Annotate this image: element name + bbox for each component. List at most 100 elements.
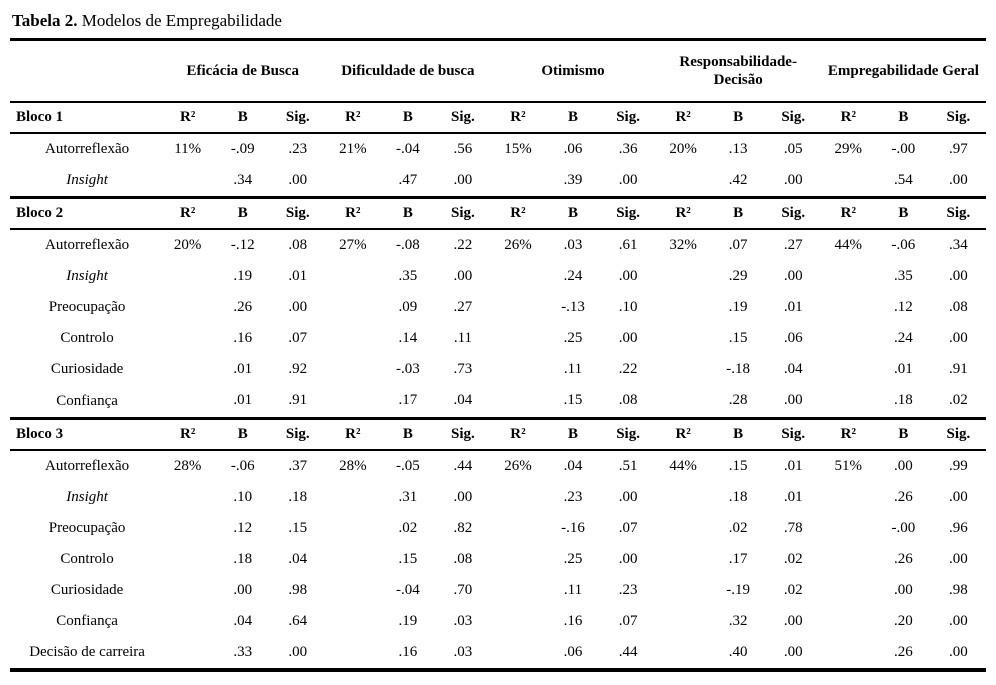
value-cell: -.00: [891, 519, 916, 536]
value-cell: .00: [783, 268, 803, 285]
table-row: Autorreflexão 11% -.09 .23 21% -.04 .56 15% .06.…: [10, 133, 986, 165]
value-cell: -.03: [395, 361, 420, 378]
value-cell: -.04: [395, 141, 420, 158]
section-header-row: Bloco 1 R² B Sig. R² B Sig. R² B Sig. R² B Sig. R² B Si…: [10, 102, 986, 134]
subheader-cell: B: [545, 102, 601, 134]
value-cell: .02: [398, 519, 418, 536]
value-cell: .12: [893, 299, 913, 316]
value-cell: .26: [233, 299, 253, 316]
value-cell: .00: [618, 268, 638, 285]
subheader-cell: Sig.: [600, 418, 656, 451]
value-cell: [656, 385, 711, 418]
row-label: Curiosidade: [10, 575, 160, 606]
value-cell: .64: [288, 612, 308, 629]
subheader-cell: Sig.: [765, 197, 821, 231]
value-cell: [160, 544, 215, 575]
value-cell: [821, 261, 876, 292]
value-cell: .22: [618, 361, 638, 378]
value-cell: [325, 323, 380, 354]
value-cell: .82: [453, 519, 473, 536]
value-cell: .40: [728, 643, 748, 660]
value-cell: .00: [288, 172, 308, 189]
value-cell: .17: [728, 550, 748, 567]
value-cell: .08: [949, 299, 968, 316]
row-label: Confiança: [10, 606, 160, 637]
value-cell: .23: [563, 488, 583, 505]
value-cell: .96: [949, 519, 968, 536]
value-cell: .00: [783, 612, 803, 629]
value-cell: .09: [398, 299, 418, 316]
value-cell: .18: [288, 488, 308, 505]
value-cell: .39: [563, 172, 583, 189]
subheader-cell: R²: [325, 418, 381, 451]
subheader-cell: Sig.: [765, 418, 821, 451]
value-cell: .16: [398, 643, 418, 660]
value-cell: [821, 385, 876, 418]
value-cell: [325, 606, 380, 637]
value-cell: -.00: [891, 141, 916, 158]
section-title: Bloco 1: [10, 102, 161, 134]
value-cell: .02: [949, 392, 968, 409]
value-cell: .16: [563, 612, 583, 629]
value-cell: .04: [453, 392, 473, 409]
value-cell: .04: [233, 612, 253, 629]
subheader-cell: R²: [160, 197, 216, 231]
subheader-cell: B: [380, 197, 436, 231]
value-cell: .06: [563, 141, 583, 158]
value-cell: .03: [453, 643, 473, 660]
value-cell: .98: [288, 581, 308, 598]
table-row: Autorreflexão 28% -.06 .37 28% -.05 .44 26% .04.…: [10, 450, 986, 482]
value-cell: .61: [618, 237, 638, 254]
row-label: Autorreflexão: [10, 450, 160, 482]
row-label-text: Decisão de carreira: [29, 643, 145, 660]
value-cell: -.06: [230, 457, 255, 474]
value-cell: 44%: [834, 237, 863, 254]
section-title: Bloco 2: [10, 197, 161, 231]
value-cell: .15: [563, 392, 583, 409]
value-cell: .44: [618, 643, 638, 660]
subheader-cell: Sig.: [930, 102, 986, 134]
value-cell: [325, 482, 380, 513]
value-cell: .51: [618, 457, 638, 474]
regression-models-table: Eficácia de Busca Dificuldade de busca O…: [10, 38, 986, 672]
value-cell: [821, 544, 876, 575]
value-cell: [160, 354, 215, 385]
value-cell: .18: [728, 488, 748, 505]
value-cell: [325, 354, 380, 385]
value-cell: [325, 544, 380, 575]
row-label-text: Curiosidade: [50, 581, 124, 598]
value-cell: .91: [288, 392, 308, 409]
value-cell: -.09: [230, 141, 255, 158]
group-header-otimismo: Otimismo: [490, 39, 656, 103]
value-cell: [160, 165, 215, 198]
value-cell: [656, 292, 711, 323]
subheader-cell: Sig.: [270, 418, 326, 451]
value-cell: [325, 575, 380, 606]
row-label: Insight: [10, 482, 160, 513]
row-label-text: Preocupação: [48, 299, 126, 316]
value-cell: 21%: [339, 141, 367, 158]
subheader-cell: R²: [655, 102, 711, 134]
value-cell: -.16: [561, 519, 585, 536]
value-cell: .26: [893, 550, 913, 567]
value-cell: .92: [288, 361, 308, 378]
subheader-cell: R²: [820, 418, 876, 451]
value-cell: [656, 513, 711, 544]
value-cell: [656, 165, 711, 198]
value-cell: [656, 354, 711, 385]
value-cell: .00: [618, 488, 638, 505]
value-cell: [821, 637, 876, 670]
value-cell: .08: [288, 237, 308, 254]
group-header-dificuldade-de-busca: Dificuldade de busca: [325, 39, 491, 103]
value-cell: .00: [949, 612, 968, 629]
subheader-cell: B: [215, 418, 271, 451]
value-cell: .07: [618, 519, 638, 536]
row-label: Preocupação: [10, 292, 160, 323]
value-cell: .00: [453, 172, 473, 189]
value-cell: [656, 606, 711, 637]
value-cell: .07: [288, 330, 308, 347]
subheader-cell: Sig.: [600, 197, 656, 231]
value-cell: .24: [893, 330, 913, 347]
table-row: Confiança .01 .91 .17 .04 .15 .08 .28 .00 .18 .02: [10, 385, 986, 418]
